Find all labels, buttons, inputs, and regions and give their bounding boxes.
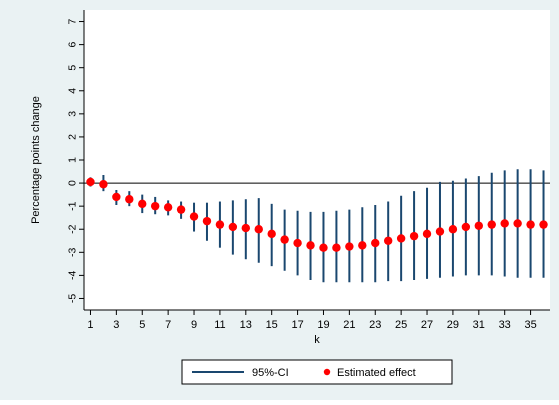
x-tick-label: 15: [266, 319, 278, 331]
estimate-series: [86, 177, 548, 252]
estimate-point: [163, 203, 173, 212]
y-tick-label: 3: [67, 111, 79, 117]
estimate-point: [202, 216, 212, 226]
estimate-point: [254, 225, 263, 234]
x-tick-label: 23: [369, 319, 381, 331]
x-tick-label: 9: [191, 319, 197, 331]
estimate-point: [228, 222, 238, 232]
x-tick-label: 17: [291, 319, 303, 331]
x-axis-label: k: [314, 334, 320, 346]
y-axis-label: Percentage points change: [30, 96, 42, 224]
estimate-point: [150, 201, 160, 211]
legend-ci-label: 95%-CI: [252, 367, 289, 379]
plot-area: [84, 10, 550, 310]
estimate-point: [241, 223, 251, 233]
y-tick-label: -4: [67, 271, 79, 280]
x-tick-label: 25: [395, 319, 407, 331]
x-tick-label: 33: [499, 319, 511, 331]
estimate-point: [539, 220, 548, 229]
y-tick-label: 1: [67, 157, 79, 163]
y-tick-label: 6: [67, 42, 79, 48]
x-tick-label: 29: [447, 319, 459, 331]
estimate-point: [474, 221, 484, 230]
y-axis-ticks: -5 -4 -3 -2 -1 0 1 2 3 4 5 6 7: [67, 18, 84, 303]
y-tick-label: 2: [67, 134, 79, 140]
estimate-point: [487, 220, 496, 229]
legend: 95%-CI Estimated effect: [181, 359, 453, 385]
estimate-point: [461, 222, 471, 232]
estimate-point: [112, 192, 121, 202]
estimate-point: [371, 238, 380, 248]
y-tick-label: -5: [67, 294, 79, 303]
estimate-point: [345, 242, 354, 251]
y-tick-label: 7: [67, 18, 79, 24]
x-tick-label: 19: [317, 319, 329, 331]
estimate-point: [267, 229, 276, 239]
estimate-point: [176, 205, 186, 214]
estimate-point: [215, 220, 225, 229]
estimate-point: [526, 220, 535, 229]
estimate-point: [422, 229, 432, 239]
legend-estimate-swatch: [323, 368, 331, 376]
estimate-point: [383, 236, 393, 245]
x-tick-label: 1: [87, 319, 93, 331]
x-tick-label: 35: [524, 319, 536, 331]
estimate-point: [280, 235, 289, 244]
y-tick-label: 4: [67, 88, 79, 94]
estimate-point: [293, 238, 302, 248]
estimate-point: [99, 180, 108, 189]
estimate-point: [396, 234, 406, 243]
estimate-point: [409, 231, 419, 241]
x-axis-ticks: 1 3 5 7 9 11 13 15 17 19 21 23 25 27 29 31 33 35: [87, 310, 537, 331]
y-tick-label: 5: [67, 65, 79, 71]
estimate-point: [189, 212, 199, 221]
estimate-point: [358, 241, 367, 250]
estimate-point: [306, 241, 315, 250]
estimate-point: [332, 243, 341, 252]
estimate-point: [86, 177, 95, 187]
y-tick-label: -3: [67, 247, 79, 256]
y-tick-label: 0: [67, 180, 79, 186]
y-tick-label: -2: [67, 224, 79, 233]
y-tick-label: -1: [67, 201, 79, 210]
x-tick-label: 11: [214, 319, 225, 331]
estimate-point: [138, 199, 147, 209]
estimate-point: [500, 219, 509, 228]
estimate-point: [513, 219, 522, 228]
x-tick-label: 3: [113, 319, 119, 331]
estimate-point: [448, 225, 458, 234]
x-tick-label: 13: [240, 319, 252, 331]
estimate-point: [435, 227, 445, 236]
estimate-point: [125, 195, 134, 204]
x-tick-label: 5: [139, 319, 145, 331]
estimate-point: [319, 243, 328, 252]
legend-estimate-label: Estimated effect: [337, 367, 416, 379]
x-tick-label: 7: [165, 319, 171, 331]
x-tick-label: 31: [473, 319, 485, 331]
x-tick-label: 21: [343, 319, 355, 331]
x-tick-label: 27: [421, 319, 433, 331]
